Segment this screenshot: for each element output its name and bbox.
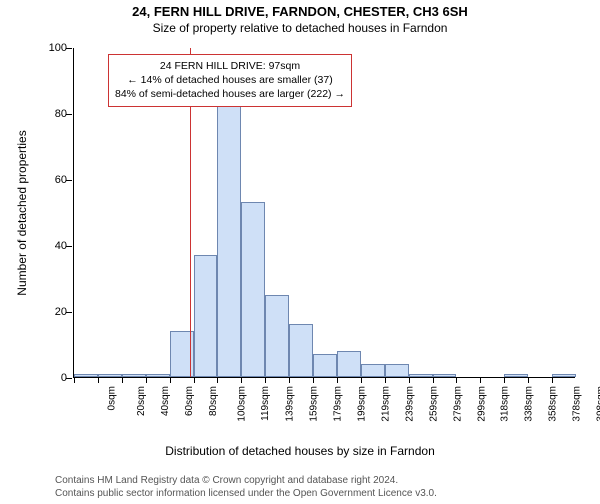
x-tick-label: 20sqm bbox=[136, 386, 147, 416]
histogram-bar bbox=[361, 364, 385, 377]
x-tick bbox=[241, 377, 242, 383]
x-tick bbox=[480, 377, 481, 383]
x-tick bbox=[552, 377, 553, 383]
x-tick bbox=[265, 377, 266, 383]
x-tick bbox=[122, 377, 123, 383]
x-tick-label: 159sqm bbox=[309, 386, 320, 422]
x-tick-label: 279sqm bbox=[452, 386, 463, 422]
y-tick-label: 20 bbox=[37, 306, 67, 318]
x-tick-label: 398sqm bbox=[596, 386, 600, 422]
x-tick-label: 358sqm bbox=[548, 386, 559, 422]
x-tick bbox=[409, 377, 410, 383]
x-tick bbox=[194, 377, 195, 383]
x-tick bbox=[74, 377, 75, 383]
histogram-bar bbox=[74, 374, 98, 377]
x-tick bbox=[313, 377, 314, 383]
x-tick bbox=[385, 377, 386, 383]
y-tick-label: 0 bbox=[37, 372, 67, 384]
x-tick bbox=[504, 377, 505, 383]
x-tick-label: 199sqm bbox=[357, 386, 368, 422]
x-tick-label: 100sqm bbox=[237, 386, 248, 422]
x-tick-label: 378sqm bbox=[572, 386, 583, 422]
x-tick bbox=[146, 377, 147, 383]
histogram-bar bbox=[313, 354, 337, 377]
histogram-bar bbox=[146, 374, 170, 377]
x-tick bbox=[289, 377, 290, 383]
x-axis-label: Distribution of detached houses by size … bbox=[0, 444, 600, 458]
x-tick bbox=[337, 377, 338, 383]
x-tick-label: 219sqm bbox=[380, 386, 391, 422]
annotation-line2: ← 14% of detached houses are smaller (37… bbox=[115, 73, 345, 87]
y-tick-label: 60 bbox=[37, 174, 67, 186]
x-tick-label: 318sqm bbox=[500, 386, 511, 422]
x-tick-label: 259sqm bbox=[428, 386, 439, 422]
x-tick-label: 40sqm bbox=[160, 386, 171, 416]
annotation-box: 24 FERN HILL DRIVE: 97sqm ← 14% of detac… bbox=[108, 54, 352, 107]
y-tick-label: 80 bbox=[37, 108, 67, 120]
x-tick bbox=[433, 377, 434, 383]
histogram-bar bbox=[122, 374, 146, 377]
histogram-bar bbox=[241, 202, 265, 377]
address-title: 24, FERN HILL DRIVE, FARNDON, CHESTER, C… bbox=[0, 4, 600, 19]
histogram-bar bbox=[217, 97, 241, 378]
x-tick bbox=[528, 377, 529, 383]
x-tick-label: 60sqm bbox=[184, 386, 195, 416]
histogram-bar bbox=[504, 374, 528, 377]
histogram-bar bbox=[289, 324, 313, 377]
x-tick bbox=[456, 377, 457, 383]
x-tick-label: 139sqm bbox=[285, 386, 296, 422]
x-tick bbox=[98, 377, 99, 383]
x-tick-label: 80sqm bbox=[208, 386, 219, 416]
y-tick-label: 100 bbox=[37, 42, 67, 54]
footer-line2: Contains public sector information licen… bbox=[55, 488, 437, 501]
attribution-footer: Contains HM Land Registry data © Crown c… bbox=[55, 475, 437, 500]
histogram-bar bbox=[433, 374, 457, 377]
x-tick-label: 338sqm bbox=[524, 386, 535, 422]
x-tick-label: 179sqm bbox=[333, 386, 344, 422]
histogram-bar bbox=[337, 351, 361, 377]
x-tick-label: 0sqm bbox=[106, 386, 117, 410]
histogram-bar bbox=[552, 374, 576, 377]
histogram-bar bbox=[409, 374, 433, 377]
x-tick-label: 239sqm bbox=[404, 386, 415, 422]
footer-line1: Contains HM Land Registry data © Crown c… bbox=[55, 475, 437, 488]
histogram-bar bbox=[385, 364, 409, 377]
annotation-line3: 84% of semi-detached houses are larger (… bbox=[115, 87, 345, 101]
x-tick-label: 119sqm bbox=[260, 386, 271, 421]
histogram-bar bbox=[194, 255, 218, 377]
subtitle: Size of property relative to detached ho… bbox=[0, 21, 600, 35]
x-tick-label: 299sqm bbox=[476, 386, 487, 422]
histogram-bar bbox=[265, 295, 289, 378]
x-tick bbox=[361, 377, 362, 383]
x-tick bbox=[217, 377, 218, 383]
y-tick-label: 40 bbox=[37, 240, 67, 252]
x-tick bbox=[170, 377, 171, 383]
annotation-line1: 24 FERN HILL DRIVE: 97sqm bbox=[115, 59, 345, 73]
histogram-bar bbox=[98, 374, 122, 377]
